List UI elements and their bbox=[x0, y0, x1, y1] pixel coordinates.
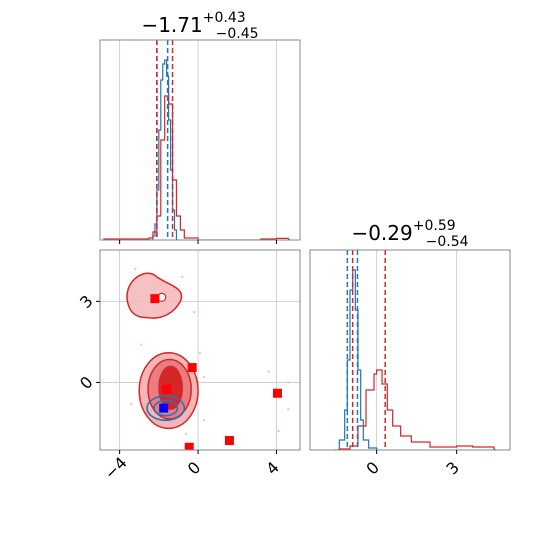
tick-label-x-param1: 3 bbox=[442, 458, 463, 479]
panel-frame bbox=[309, 249, 511, 451]
sample-point bbox=[181, 275, 184, 279]
sample-point bbox=[185, 432, 188, 435]
panel-background bbox=[310, 250, 510, 450]
marker-square bbox=[162, 384, 172, 394]
marker-square bbox=[150, 294, 160, 304]
panel-frame bbox=[99, 39, 301, 241]
density-contour-blue-outer bbox=[146, 395, 186, 422]
sample-point bbox=[198, 351, 202, 354]
sample-point bbox=[130, 402, 133, 406]
hist-line-param0 bbox=[150, 59, 179, 240]
sample-point bbox=[277, 429, 280, 433]
panel-background bbox=[100, 250, 300, 450]
sample-point bbox=[139, 343, 143, 346]
marker-square bbox=[272, 388, 282, 398]
sample-point bbox=[267, 370, 270, 373]
panel-background bbox=[100, 40, 300, 240]
sample-point bbox=[134, 267, 137, 271]
sample-point bbox=[202, 375, 206, 379]
sample-point bbox=[202, 419, 206, 422]
panel-joint bbox=[99, 249, 301, 451]
density-contour-blue-inner bbox=[153, 399, 179, 417]
panel-frame bbox=[99, 249, 301, 451]
tick-label-x-param0: 0 bbox=[184, 458, 205, 479]
sample-point bbox=[192, 310, 196, 314]
tick-label-x-param0: 4 bbox=[262, 458, 283, 479]
hist-line-param1 bbox=[334, 269, 379, 450]
marker-square bbox=[159, 403, 169, 413]
tick-label-x-param1: 0 bbox=[362, 458, 383, 479]
panel-hist-param1 bbox=[309, 249, 511, 451]
title-param0: −1.71+0.43 −0.45 bbox=[141, 10, 258, 42]
panel-hist-param0 bbox=[99, 39, 301, 241]
sample-point bbox=[287, 408, 290, 411]
tick-label-y-param1: 0 bbox=[76, 372, 97, 393]
title-param1: −0.29+0.59 −0.54 bbox=[351, 218, 468, 250]
marker-square bbox=[224, 436, 234, 446]
tick-label-x-param0: −4 bbox=[101, 453, 131, 483]
tick-label-y-param1: 3 bbox=[76, 291, 97, 312]
sample-point bbox=[287, 381, 290, 384]
marker-square bbox=[184, 442, 194, 450]
marker-square bbox=[187, 363, 197, 373]
